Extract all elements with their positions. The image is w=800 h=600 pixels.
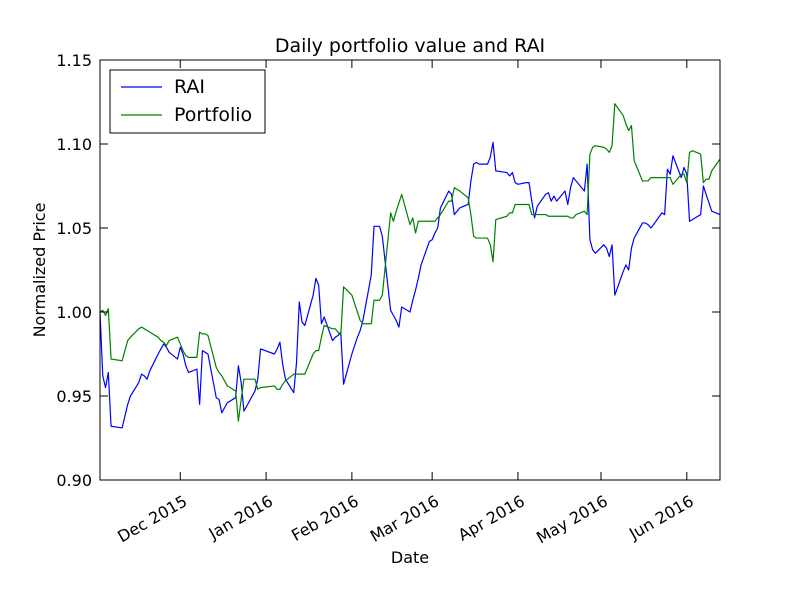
chart-title: Daily portfolio value and RAI	[275, 35, 545, 57]
y-axis-label: Normalized Price	[30, 203, 49, 338]
plot-area-frame	[99, 59, 721, 481]
y-tick-label: 0.95	[56, 387, 92, 406]
legend-box	[109, 69, 266, 134]
x-axis-label: Date	[391, 548, 429, 567]
y-tick-label: 0.90	[56, 471, 92, 490]
series-layer	[100, 103, 720, 429]
legend: RAI Portfolio	[109, 69, 266, 134]
y-tick-label: 1.00	[56, 303, 92, 322]
series-line-rai	[100, 141, 720, 429]
legend-label-rai: RAI	[174, 76, 205, 98]
legend-label-portfolio: Portfolio	[174, 104, 252, 126]
y-tick-label: 1.05	[56, 219, 92, 238]
y-axis: 0.90 0.95 1.00 1.05 1.10 1.15	[56, 51, 720, 490]
series-line-portfolio	[100, 103, 720, 422]
y-tick-label: 1.15	[56, 51, 92, 70]
y-tick-label: 1.10	[56, 135, 92, 154]
